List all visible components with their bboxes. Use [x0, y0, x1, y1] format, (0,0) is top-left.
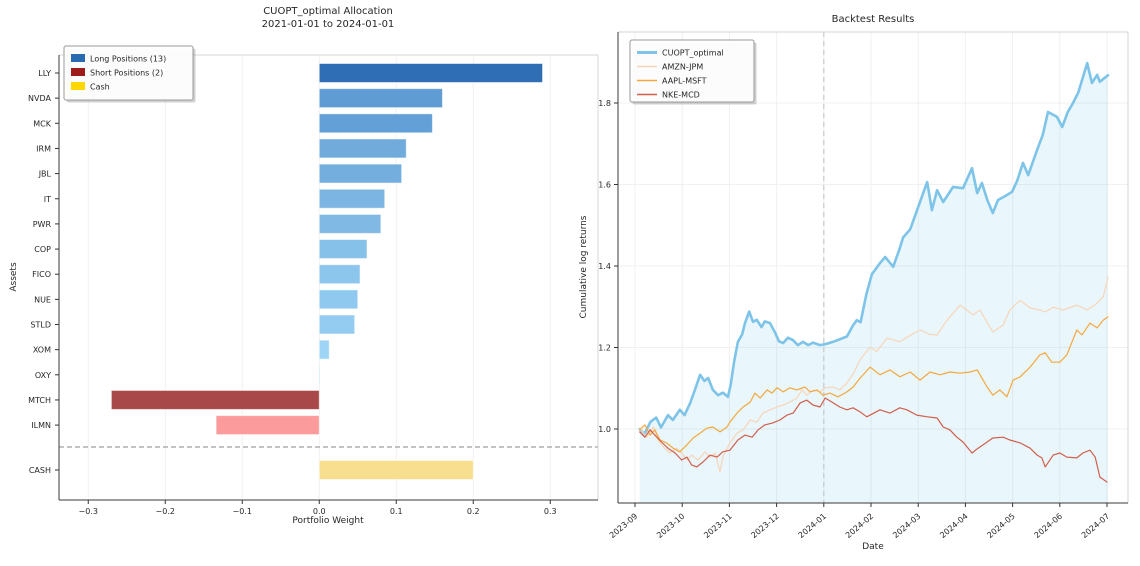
- ytick-label-oxy: OXY: [35, 371, 51, 380]
- line-amzn-jpm: [639, 276, 1109, 473]
- legend-box: [63, 45, 194, 101]
- legend-label-1: Long Positions (13): [90, 55, 166, 64]
- ytick-label-xom: XOM: [33, 346, 51, 355]
- xtick-label-2024-07: 2024-07: [1080, 512, 1111, 540]
- ytick-label: 1.6: [598, 181, 611, 190]
- backtest-xaxis-label: Date: [862, 542, 884, 552]
- ytick-label: 1.2: [598, 344, 611, 353]
- xtick-label-2024-03: 2024-03: [891, 512, 922, 540]
- bar-ilmn: [215, 415, 320, 436]
- allocation-xaxis-label: Portfolio Weight: [292, 516, 364, 526]
- bar-irm: [318, 138, 407, 159]
- xtick-label-2024-04: 2024-04: [938, 512, 969, 540]
- bar-lly: [318, 63, 544, 83]
- xtick-label: −0.1: [233, 507, 252, 516]
- backtest-legend: CUOPT_optimal AMZN-JPM AAPL-MSFT NKE-MCD: [629, 39, 757, 105]
- bar-cop: [318, 239, 368, 260]
- line-aapl-msft: [639, 316, 1109, 453]
- xtick-label-2023-10: 2023-10: [655, 512, 686, 540]
- line-cuopt_optimal: [638, 61, 1110, 436]
- bar-stld: [318, 314, 356, 335]
- legend-swatch-1: [71, 54, 85, 62]
- legend-box: [629, 39, 755, 103]
- bar-nue: [318, 289, 359, 310]
- allocation-title: CUOPT_optimal Allocation: [263, 6, 393, 17]
- xtick-label: −0.3: [79, 507, 98, 516]
- ytick-label-cash: CASH: [29, 466, 51, 475]
- ytick-label-nvda: NVDA: [28, 94, 51, 103]
- ytick-label-pwr: PWR: [33, 220, 52, 229]
- ytick-label-cop: COP: [34, 245, 51, 254]
- xtick-label-2023-09: 2023-09: [608, 512, 639, 540]
- area-fill-cuopt_optimal: [639, 63, 1108, 503]
- legend-label-3: Cash: [90, 83, 110, 92]
- xtick-label: 0.1: [390, 507, 403, 516]
- legend-label-1: CUOPT_optimal: [662, 49, 724, 58]
- ytick-label-jbl: JBL: [38, 170, 52, 179]
- backtest-yaxis-label: Cumulative log returns: [579, 215, 589, 318]
- ytick-label-stld: STLD: [30, 321, 51, 330]
- bar-pwr: [318, 213, 382, 234]
- allocation-legend: Long Positions (13) Short Positions (2) Ca…: [63, 45, 196, 103]
- xtick-label: 0.2: [467, 507, 480, 516]
- xtick-label-2024-05: 2024-05: [985, 512, 1016, 540]
- ytick-label-lly: LLY: [38, 69, 51, 78]
- bar-mtch: [110, 389, 320, 410]
- bar-oxy: [318, 364, 321, 385]
- bar-mck: [318, 113, 433, 134]
- xtick-label-2024-06: 2024-06: [1033, 512, 1064, 540]
- ytick-label: 1.4: [598, 262, 611, 271]
- xtick-label-2023-11: 2023-11: [702, 512, 733, 540]
- legend-label-2: AMZN-JPM: [662, 63, 703, 72]
- line-nke-mcd: [639, 397, 1108, 483]
- bar-fico: [318, 264, 361, 285]
- legend-swatch-2: [71, 68, 85, 76]
- ytick-label-mck: MCK: [33, 119, 51, 128]
- backtest-title: Backtest Results: [832, 14, 915, 25]
- allocation-yaxis-label: Assets: [9, 262, 19, 292]
- ytick-label-mtch: MTCH: [28, 396, 51, 405]
- ytick-label-irm: IRM: [36, 144, 51, 153]
- ytick-label: 1.0: [598, 425, 611, 434]
- xtick-label: 0.3: [544, 507, 557, 516]
- ytick-label-it: IT: [44, 195, 51, 204]
- xtick-label: −0.2: [156, 507, 175, 516]
- allocation-plot-area: LLY NVDA MCK IRM JBL IT PWR COP FICO NUE STLD XOM OX…: [28, 54, 599, 516]
- ytick-label-fico: FICO: [32, 270, 51, 279]
- bar-nvda: [318, 88, 443, 109]
- allocation-subtitle: 2021-01-01 to 2024-01-01: [262, 19, 395, 30]
- xtick-label-2023-12: 2023-12: [749, 512, 780, 540]
- bar-it: [318, 188, 386, 209]
- ytick-label-nue: NUE: [34, 295, 51, 304]
- bar-xom: [318, 339, 330, 360]
- xtick-label-2024-02: 2024-02: [844, 512, 875, 540]
- ytick-label: 1.8: [598, 99, 611, 108]
- ytick-label-ilmn: ILMN: [31, 421, 51, 430]
- bar-jbl: [318, 163, 403, 184]
- legend-label-2: Short Positions (2): [90, 69, 163, 78]
- legend-label-4: NKE-MCD: [662, 91, 700, 100]
- backtest-plot-area: 1.0 1.2 1.4 1.6 1.8 2023-09 2023-10 2023-11 2023…: [598, 31, 1129, 540]
- legend-label-3: AAPL-MSFT: [662, 77, 707, 86]
- xtick-label-2024-01: 2024-01: [797, 512, 828, 540]
- legend-swatch-3: [71, 82, 85, 90]
- bar-cash: [318, 460, 474, 480]
- xtick-label: 0.0: [313, 507, 326, 516]
